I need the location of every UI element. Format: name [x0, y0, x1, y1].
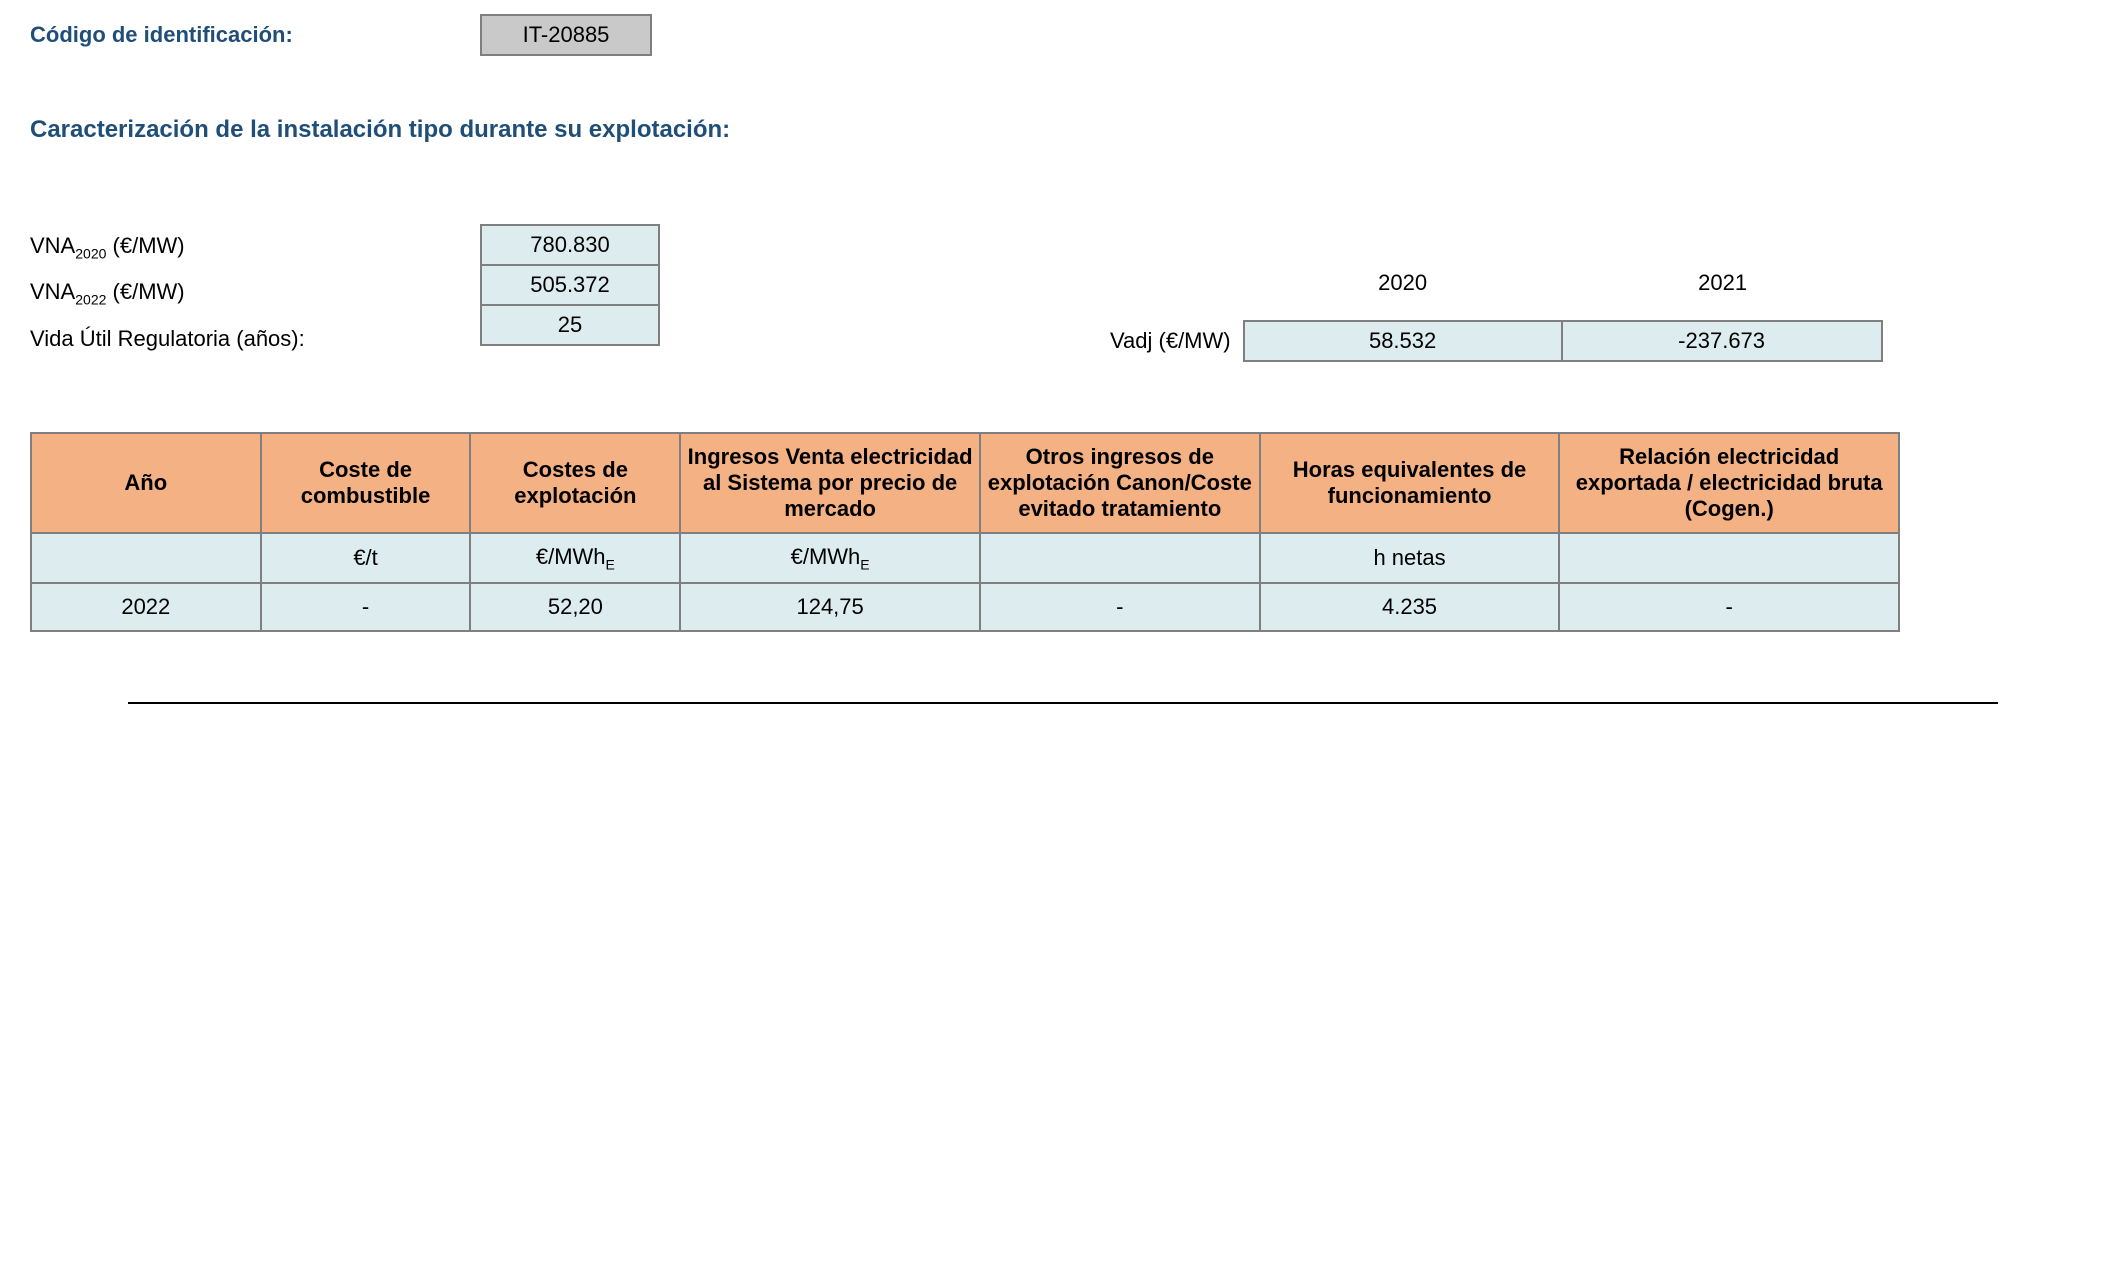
unit-c4: €/MWhE	[680, 533, 980, 583]
th-ingresos-venta: Ingresos Venta electricidad al Sistema p…	[680, 433, 980, 533]
th-horas-equiv: Horas equivalentes de funcionamiento	[1260, 433, 1560, 533]
vadj-label: Vadj (€/MW)	[1110, 328, 1231, 362]
vadj-col-2: 2021 -237.673	[1563, 270, 1883, 362]
identification-row: Código de identificación: IT-20885	[30, 14, 2096, 56]
cell-c6: 4.235	[1260, 583, 1560, 631]
unit-c1	[31, 533, 261, 583]
life-label: Vida Útil Regulatoria (años):	[30, 326, 480, 352]
cell-c4: 124,75	[680, 583, 980, 631]
vadj-col-1: 2020 58.532	[1243, 270, 1563, 362]
vna2020-value: 780.830	[480, 224, 660, 266]
cell-c1: 2022	[31, 583, 261, 631]
table-units-row: €/t €/MWhE €/MWhE h netas	[31, 533, 1899, 583]
th-coste-combustible: Coste de combustible	[261, 433, 471, 533]
unit-c2: €/t	[261, 533, 471, 583]
vna2020-label: VNA2020 (€/MW)	[30, 233, 480, 261]
code-label: Código de identificación:	[30, 22, 480, 48]
table-row: 2022 - 52,20 124,75 - 4.235 -	[31, 583, 1899, 631]
unit-c3: €/MWhE	[470, 533, 680, 583]
separator-line	[128, 702, 1998, 704]
unit-c7	[1559, 533, 1899, 583]
main-table: Año Coste de combustible Costes de explo…	[30, 432, 1900, 632]
vadj-year-1: 2020	[1378, 270, 1427, 296]
th-costes-explotacion: Costes de explotación	[470, 433, 680, 533]
cell-c2: -	[261, 583, 471, 631]
vadj-value-1: 58.532	[1243, 320, 1563, 362]
th-otros-ingresos: Otros ingresos de explotación Canon/Cost…	[980, 433, 1260, 533]
life-value: 25	[480, 306, 660, 346]
vadj-year-2: 2021	[1698, 270, 1747, 296]
vna2022-value: 505.372	[480, 266, 660, 306]
table-header-row: Año Coste de combustible Costes de explo…	[31, 433, 1899, 533]
unit-c6: h netas	[1260, 533, 1560, 583]
cell-c3: 52,20	[470, 583, 680, 631]
param-value-stack: 780.830 505.372 25	[480, 224, 660, 362]
vna2022-label: VNA2022 (€/MW)	[30, 279, 480, 307]
th-relacion-elec: Relación electricidad exportada / electr…	[1559, 433, 1899, 533]
section-title: Caracterización de la instalación tipo d…	[30, 116, 2096, 144]
cell-c7: -	[1559, 583, 1899, 631]
vadj-value-2: -237.673	[1563, 320, 1883, 362]
unit-c5	[980, 533, 1260, 583]
th-ano: Año	[31, 433, 261, 533]
cell-c5: -	[980, 583, 1260, 631]
code-value-box: IT-20885	[480, 14, 652, 56]
vadj-block: Vadj (€/MW) 2020 58.532 2021 -237.673	[740, 224, 1883, 362]
